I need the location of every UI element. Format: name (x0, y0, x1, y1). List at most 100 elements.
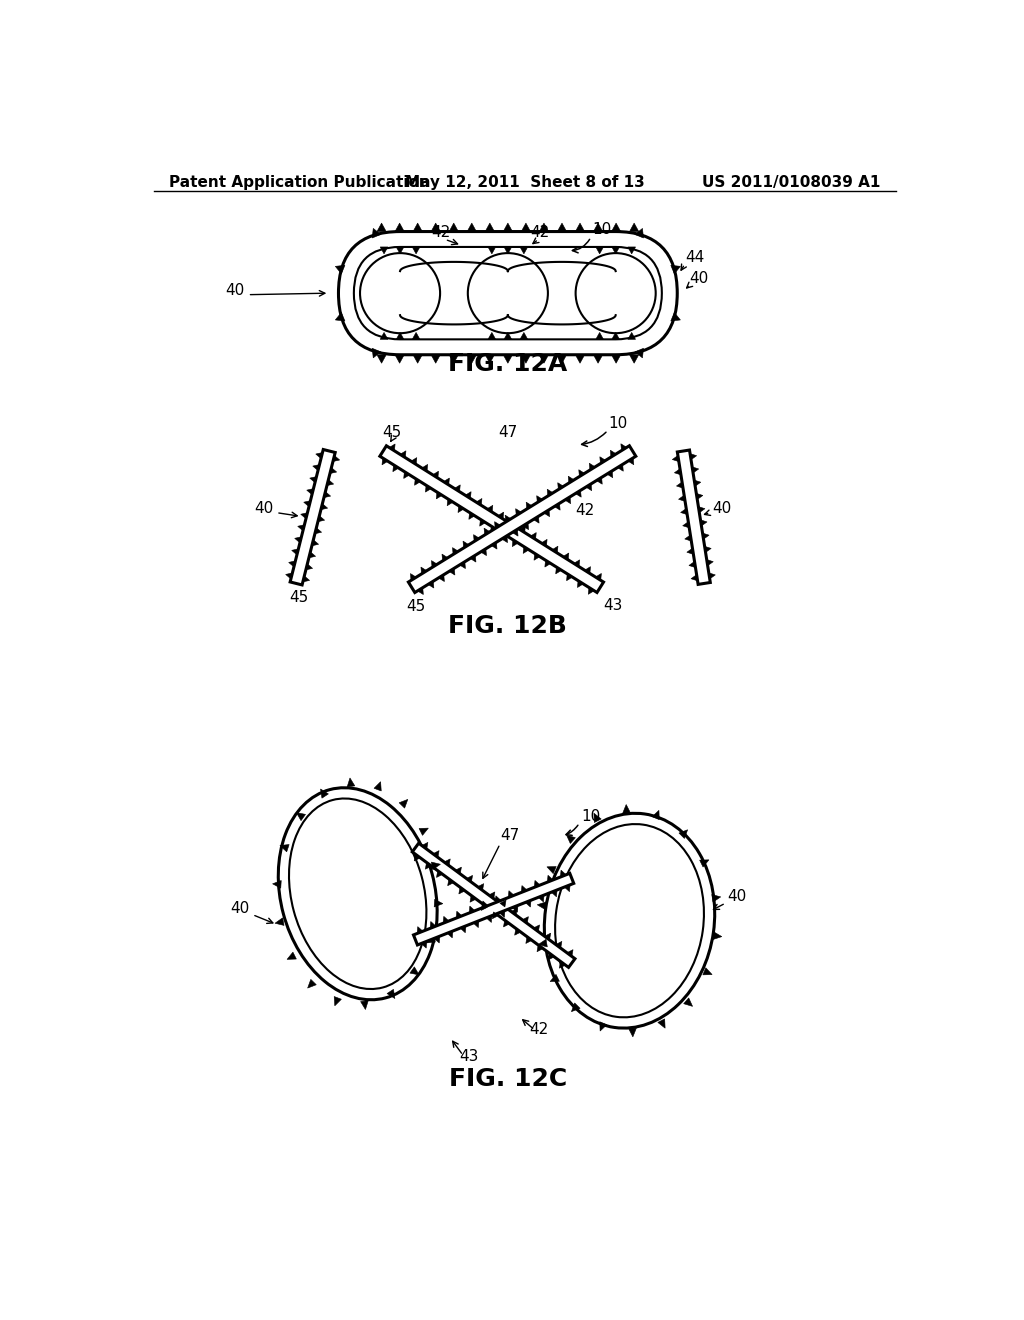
Polygon shape (685, 535, 691, 541)
Text: FIG. 12B: FIG. 12B (449, 614, 567, 639)
Polygon shape (503, 355, 512, 363)
Polygon shape (469, 906, 475, 913)
Polygon shape (596, 247, 603, 253)
Polygon shape (585, 566, 591, 573)
Polygon shape (635, 348, 643, 358)
Polygon shape (450, 568, 455, 576)
Polygon shape (539, 895, 544, 902)
Polygon shape (551, 890, 557, 896)
Polygon shape (372, 228, 381, 238)
Polygon shape (504, 920, 510, 927)
Polygon shape (690, 454, 696, 459)
Polygon shape (486, 916, 492, 923)
Polygon shape (596, 333, 603, 339)
Text: 42: 42 (530, 224, 550, 240)
Polygon shape (505, 515, 511, 521)
Polygon shape (652, 810, 659, 820)
Polygon shape (538, 902, 546, 909)
Polygon shape (684, 998, 692, 1006)
Polygon shape (387, 990, 395, 998)
Polygon shape (450, 223, 459, 231)
Polygon shape (552, 546, 558, 553)
Polygon shape (691, 574, 697, 581)
Text: 10: 10 (581, 809, 600, 824)
Polygon shape (687, 548, 693, 554)
Polygon shape (521, 223, 530, 231)
Polygon shape (566, 836, 575, 843)
Polygon shape (315, 453, 323, 458)
Polygon shape (617, 465, 624, 471)
Polygon shape (500, 911, 505, 917)
FancyBboxPatch shape (354, 247, 662, 339)
Polygon shape (565, 496, 570, 504)
Polygon shape (554, 503, 560, 510)
Polygon shape (396, 333, 403, 339)
Polygon shape (413, 843, 574, 968)
Text: 42: 42 (431, 224, 451, 240)
Circle shape (468, 253, 548, 333)
Polygon shape (396, 247, 403, 253)
Text: 47: 47 (499, 425, 517, 440)
Polygon shape (460, 562, 466, 569)
Polygon shape (611, 223, 621, 231)
Polygon shape (705, 546, 712, 552)
Text: 40: 40 (225, 284, 245, 298)
Polygon shape (473, 535, 479, 541)
Polygon shape (431, 862, 440, 870)
Polygon shape (586, 484, 592, 491)
Polygon shape (629, 1028, 636, 1038)
Text: May 12, 2011  Sheet 8 of 13: May 12, 2011 Sheet 8 of 13 (404, 176, 645, 190)
Polygon shape (409, 446, 636, 593)
Polygon shape (557, 355, 566, 363)
Polygon shape (594, 223, 603, 231)
Text: 42: 42 (574, 503, 594, 517)
Polygon shape (413, 223, 422, 231)
Polygon shape (700, 520, 707, 525)
Polygon shape (442, 554, 447, 561)
Polygon shape (330, 467, 337, 474)
Polygon shape (393, 465, 398, 471)
Polygon shape (502, 533, 507, 540)
Polygon shape (675, 469, 681, 475)
Polygon shape (516, 508, 521, 516)
Polygon shape (556, 568, 561, 574)
Polygon shape (469, 512, 475, 519)
Polygon shape (447, 499, 453, 506)
Polygon shape (498, 512, 504, 519)
Polygon shape (456, 867, 462, 874)
Polygon shape (522, 916, 528, 924)
Polygon shape (380, 247, 388, 253)
Polygon shape (557, 223, 566, 231)
Polygon shape (707, 560, 714, 566)
Polygon shape (559, 961, 565, 968)
Text: 40: 40 (727, 890, 746, 904)
Polygon shape (573, 560, 580, 566)
Polygon shape (596, 573, 601, 581)
Text: FIG. 12A: FIG. 12A (449, 352, 567, 376)
Polygon shape (657, 1019, 666, 1028)
Polygon shape (519, 525, 525, 532)
Polygon shape (463, 541, 469, 548)
Polygon shape (566, 574, 572, 581)
Polygon shape (286, 573, 293, 579)
Polygon shape (377, 355, 386, 363)
Polygon shape (596, 478, 602, 484)
Polygon shape (567, 949, 573, 957)
Polygon shape (713, 932, 722, 940)
Text: 40: 40 (254, 500, 273, 516)
Polygon shape (417, 927, 423, 933)
Polygon shape (545, 933, 551, 940)
Polygon shape (607, 471, 612, 478)
Polygon shape (702, 968, 712, 975)
Polygon shape (422, 842, 428, 849)
Polygon shape (579, 470, 585, 477)
Polygon shape (492, 543, 497, 549)
Polygon shape (347, 777, 355, 787)
Polygon shape (544, 510, 550, 516)
Polygon shape (509, 519, 514, 525)
Polygon shape (628, 247, 636, 253)
Polygon shape (436, 492, 442, 499)
Polygon shape (488, 333, 496, 339)
Text: 40: 40 (689, 271, 709, 286)
Polygon shape (413, 247, 420, 253)
